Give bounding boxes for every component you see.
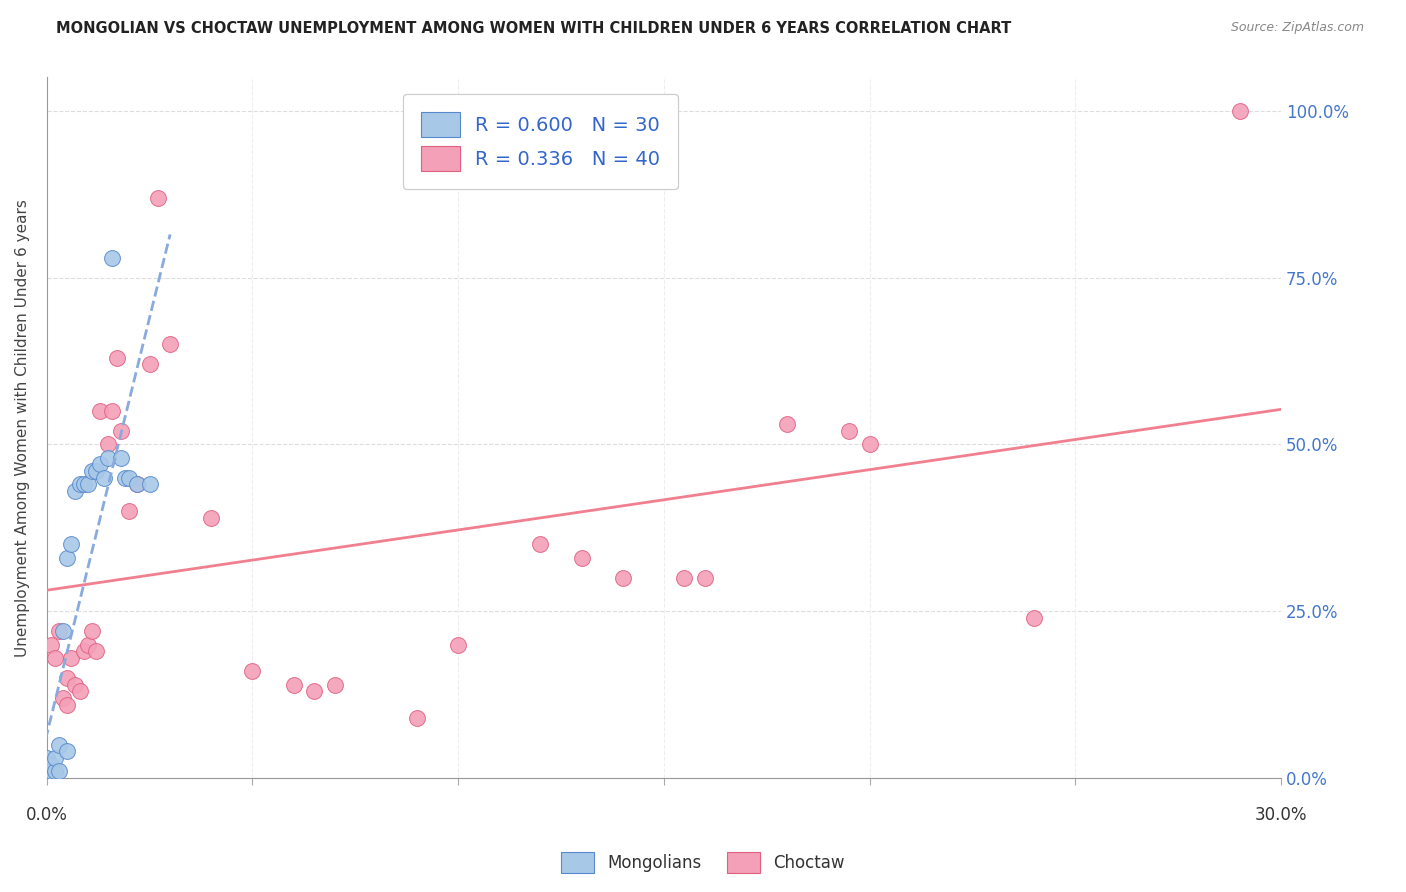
Point [838,424,860,438]
Point [110,450,132,465]
Point [60,651,83,665]
Point [56,671,79,685]
Point [97,450,120,465]
Point [242,665,264,679]
Point [89,458,111,472]
Point [39,764,62,779]
Point [80,464,103,478]
Point [283,677,305,691]
Point [44,651,66,665]
Point [35,764,58,779]
Point [73,477,96,491]
Point [69,684,91,698]
Point [52,624,75,639]
Point [35,751,58,765]
Point [612,571,634,585]
Point [323,677,346,691]
Point [48,624,70,639]
Point [200,510,222,524]
Point [101,404,124,418]
Point [118,471,141,485]
Point [39,771,62,785]
Point [60,537,83,551]
Point [138,357,160,371]
Point [571,550,593,565]
Point [56,698,79,712]
Point [84,644,107,658]
Legend: R = 0.600   N = 30, R = 0.336   N = 40: R = 0.600 N = 30, R = 0.336 N = 40 [404,95,678,189]
Point [776,417,799,432]
Point [127,477,149,491]
Point [56,744,79,758]
Point [65,677,87,691]
Point [110,424,132,438]
Point [84,464,107,478]
Text: MONGOLIAN VS CHOCTAW UNEMPLOYMENT AMONG WOMEN WITH CHILDREN UNDER 6 YEARS CORREL: MONGOLIAN VS CHOCTAW UNEMPLOYMENT AMONG … [56,21,1011,36]
Point [146,190,169,204]
Point [101,251,124,265]
Point [44,751,66,765]
Point [39,638,62,652]
Point [69,477,91,491]
Point [39,757,62,772]
Point [127,477,149,491]
Point [76,477,98,491]
Point [48,738,70,752]
Point [89,404,111,418]
Point [118,504,141,518]
Point [65,484,87,499]
Point [673,571,696,585]
Point [44,764,66,779]
Point [56,550,79,565]
Point [858,437,880,451]
Point [406,711,429,725]
Point [52,690,75,705]
Point [93,471,115,485]
Point [35,771,58,785]
Point [302,684,325,698]
Point [35,757,58,772]
Point [73,644,96,658]
Point [529,537,551,551]
Point [447,638,470,652]
Point [693,571,716,585]
Legend: Mongolians, Choctaw: Mongolians, Choctaw [554,846,852,880]
Y-axis label: Unemployment Among Women with Children Under 6 years: Unemployment Among Women with Children U… [15,199,30,657]
Text: 0.0%: 0.0% [25,806,67,824]
Point [138,477,160,491]
Point [80,624,103,639]
Text: 30.0%: 30.0% [1254,806,1308,824]
Point [114,471,136,485]
Text: Source: ZipAtlas.com: Source: ZipAtlas.com [1230,21,1364,34]
Point [1229,103,1251,118]
Point [1022,611,1045,625]
Point [97,437,120,451]
Point [159,337,181,351]
Point [48,764,70,779]
Point [76,638,98,652]
Point [105,351,128,365]
